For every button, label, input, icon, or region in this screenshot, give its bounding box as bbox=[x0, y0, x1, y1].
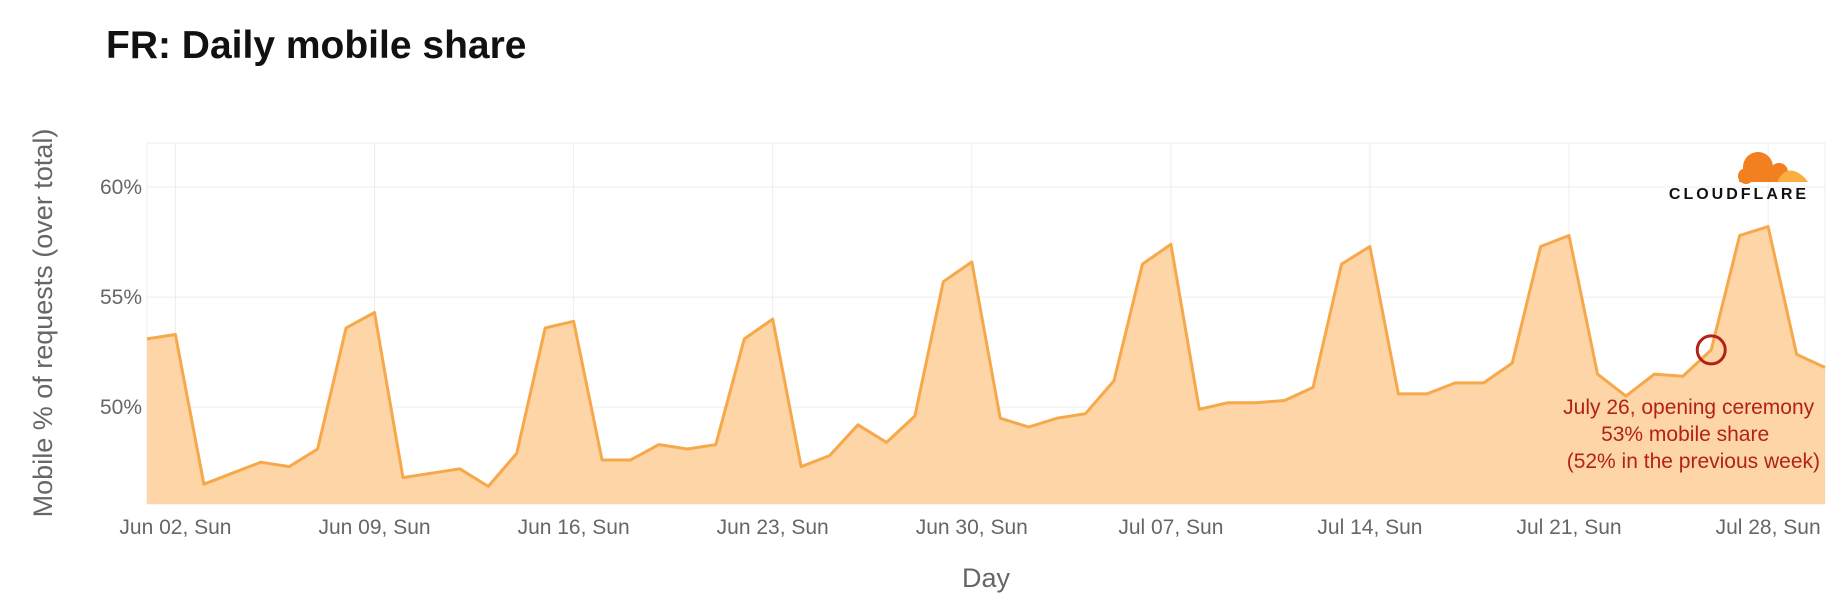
y-ticks: 50% 55% 60% bbox=[100, 176, 142, 419]
x-tick-label: Jun 30, Sun bbox=[916, 516, 1028, 539]
y-tick-label: 55% bbox=[100, 286, 142, 309]
x-tick-label: Jun 02, Sun bbox=[119, 516, 231, 539]
series-line bbox=[146, 225, 1826, 488]
x-ticks: Jun 02, Sun Jun 09, Sun Jun 16, Sun Jun 23,… bbox=[119, 516, 1820, 539]
y-axis-label: Mobile % of requests (over total) bbox=[28, 129, 58, 518]
y-tick-label: 60% bbox=[100, 176, 142, 199]
y-tick-label: 50% bbox=[100, 396, 142, 419]
x-tick-label: Jun 09, Sun bbox=[318, 516, 430, 539]
x-tick-label: Jun 16, Sun bbox=[518, 516, 630, 539]
annotation-line-1: July 26, opening ceremony bbox=[1563, 396, 1814, 419]
x-tick-label: Jul 21, Sun bbox=[1516, 516, 1621, 539]
highlight-marker bbox=[1695, 334, 1727, 366]
series-area bbox=[147, 226, 1825, 504]
cloudflare-logo: CLOUDFLARE bbox=[1669, 152, 1809, 203]
x-tick-label: Jul 07, Sun bbox=[1118, 516, 1223, 539]
annotation: July 26, opening ceremony 53% mobile sha… bbox=[1563, 396, 1820, 473]
logo-text: CLOUDFLARE bbox=[1669, 186, 1809, 203]
x-tick-label: Jul 28, Sun bbox=[1716, 516, 1821, 539]
x-tick-label: Jun 23, Sun bbox=[717, 516, 829, 539]
x-axis-label: Day bbox=[962, 563, 1011, 593]
cloud-icon bbox=[1738, 152, 1808, 184]
x-tick-label: Jul 14, Sun bbox=[1317, 516, 1422, 539]
annotation-line-2: 53% mobile share bbox=[1601, 423, 1769, 446]
chart-title: FR: Daily mobile share bbox=[106, 24, 527, 67]
annotation-line-3: (52% in the previous week) bbox=[1567, 450, 1820, 473]
